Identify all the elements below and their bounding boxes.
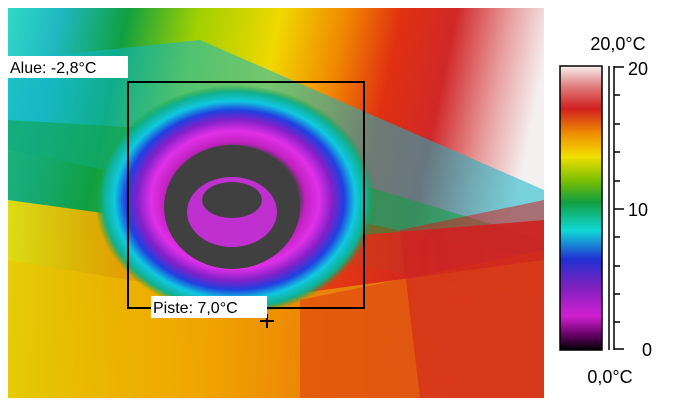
temperature-scale: 20,0°C 20 10 0 0,0°C [559,34,652,387]
scale-tick-10: 10 [628,200,648,220]
color-scale-bar [559,65,603,351]
scale-max-label: 20,0°C [590,34,645,54]
scale-tick-20: 20 [628,59,648,79]
thermal-image [8,8,544,398]
scale-min-label: 0,0°C [587,367,632,387]
spot-measurement-label: Piste: 7,0°C [153,300,238,317]
scale-tick-0: 0 [642,340,652,360]
area-measurement-label: Alue: -2,8°C [10,60,96,77]
